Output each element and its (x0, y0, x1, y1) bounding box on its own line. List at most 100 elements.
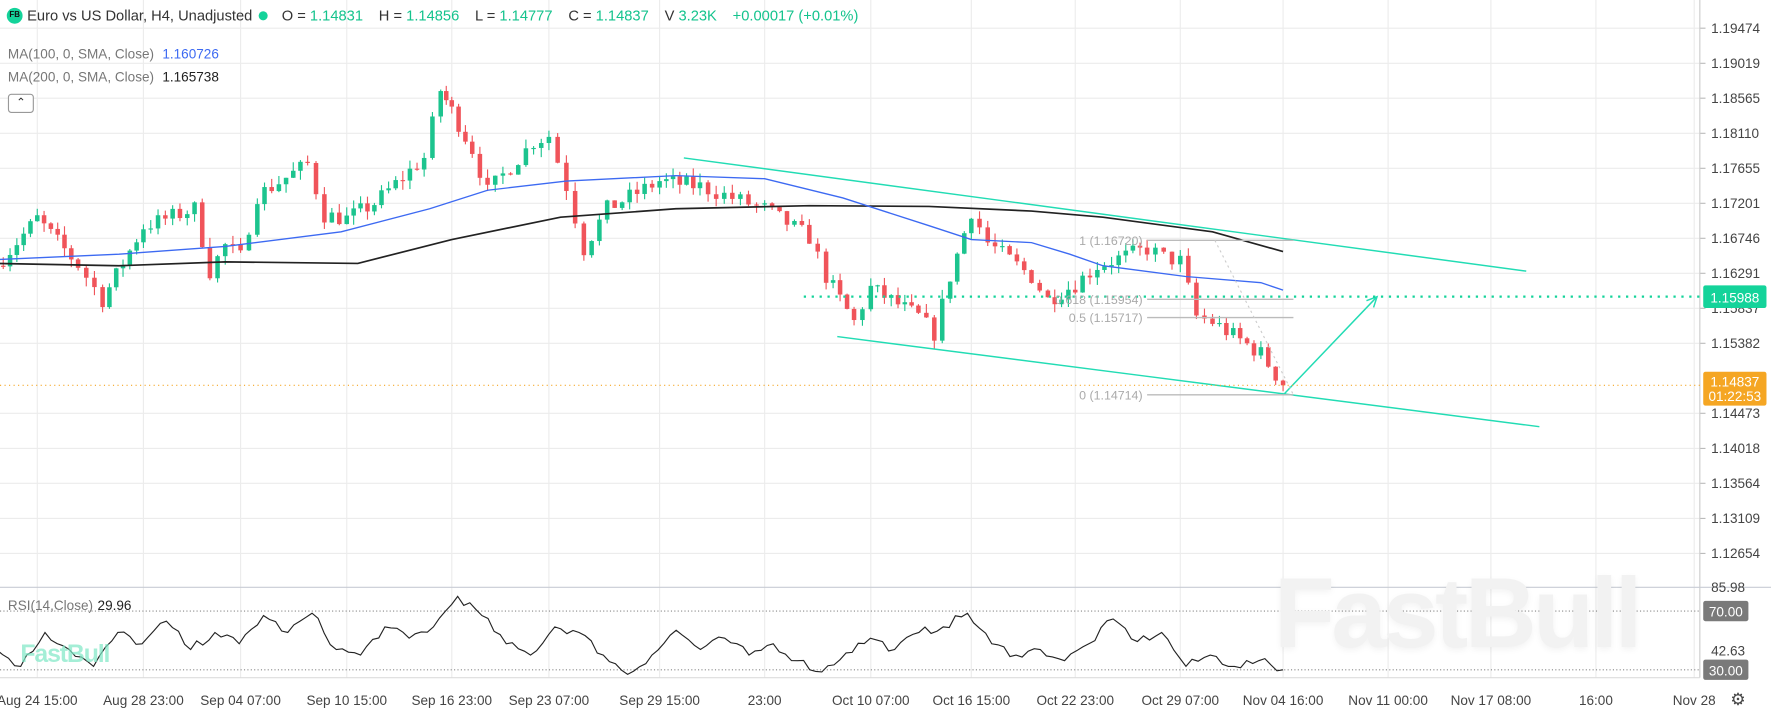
ma100-value: 1.160726 (162, 46, 219, 63)
candle-body (1224, 323, 1229, 336)
candle-body (985, 227, 991, 243)
time-axis-label: Nov 11 00:00 (1348, 693, 1428, 708)
price-axis-label: 1.13109 (1711, 511, 1760, 526)
time-axis-label: Sep 23 07:00 (509, 693, 590, 708)
candle-body (1237, 328, 1243, 339)
candle-body (443, 91, 449, 101)
candle-body (589, 241, 594, 256)
candle-body (954, 253, 960, 282)
candle-body (1217, 323, 1222, 325)
candle-body (393, 180, 398, 189)
candle-body (823, 251, 829, 283)
current-price-badge (1703, 371, 1767, 406)
candle-body (449, 100, 455, 107)
rsi-value: 29.96 (97, 597, 132, 614)
candle-body (515, 165, 521, 175)
candle-body (107, 287, 112, 308)
candle-body (322, 194, 327, 223)
price-axis-label: 1.16291 (1711, 266, 1760, 281)
fib-level-label: 1 (1.16720) (1079, 234, 1142, 248)
candle-body (1059, 299, 1064, 305)
candle-body (860, 309, 865, 321)
candle-body (28, 221, 33, 234)
rsi-line (0, 595, 1284, 675)
candle-body (35, 215, 40, 222)
candle-body (379, 190, 384, 206)
collapse-legend-button[interactable]: ⌃ (7, 93, 34, 113)
rsi-level-label: 70.00 (1709, 605, 1743, 620)
candle-body (612, 200, 617, 208)
candle-body (485, 177, 490, 185)
fib-level-label: 0.618 (1.15954) (1055, 293, 1143, 307)
time-axis-label: Sep 10 15:00 (306, 693, 387, 708)
candle-body (386, 188, 391, 191)
price-axis-label: 1.14473 (1711, 406, 1760, 421)
rsi-level-badge (1703, 600, 1749, 622)
candle-body (851, 308, 857, 321)
time-axis-label: Sep 16 23:00 (411, 693, 492, 708)
price-axis-label: 1.13564 (1711, 476, 1760, 491)
candle-body (1072, 289, 1078, 293)
candle-body (134, 242, 139, 251)
candle-body (1153, 247, 1158, 255)
candle-body (372, 205, 377, 212)
candle-body (1037, 282, 1042, 291)
candle-body (932, 317, 937, 341)
candle-body (746, 194, 751, 205)
candle-body (92, 277, 97, 288)
candle-body (924, 312, 929, 318)
candle-body (0, 265, 6, 267)
candle-body (113, 268, 119, 288)
candle-body (642, 183, 647, 194)
candle-body (538, 143, 544, 148)
gear-icon[interactable]: ⚙ (1730, 690, 1746, 710)
candle-body (337, 212, 342, 225)
price-axis-label: 1.17655 (1711, 161, 1760, 176)
candle-body (713, 194, 719, 199)
candle-body (358, 203, 363, 209)
fib-level-label: 0.5 (1.15717) (1069, 311, 1143, 325)
candle-body (769, 203, 775, 208)
candle-body (1137, 245, 1143, 248)
candle-body (276, 184, 282, 192)
channel-lower-trendline (837, 335, 1540, 428)
ma200-legend[interactable]: MA(200, 0, SMA, Close) 1.165738 (7, 68, 219, 85)
candle-body (939, 298, 945, 341)
candle-body (1087, 275, 1093, 278)
candle-body (365, 203, 370, 212)
price-axis-label: 1.12654 (1711, 546, 1760, 561)
candle-body (69, 248, 74, 260)
candle-body (977, 218, 982, 228)
candle-body (844, 294, 850, 309)
candle-body (469, 141, 475, 154)
candle-body (1123, 250, 1129, 256)
candle-body (41, 215, 47, 224)
candles (0, 85, 1286, 392)
ma100-line (0, 174, 1284, 291)
rsi-legend[interactable]: RSI(14,Close) 29.96 (7, 597, 132, 614)
candle-body (1052, 297, 1057, 305)
candle-body (430, 116, 435, 158)
candle-body (1130, 245, 1136, 251)
chevron-up-icon: ⌃ (16, 97, 26, 110)
ma100-legend[interactable]: MA(100, 0, SMA, Close) 1.160726 (7, 46, 219, 63)
candle-body (313, 162, 319, 195)
candle-body (62, 234, 67, 249)
symbol-title[interactable]: Euro vs US Dollar, H4, Unadjusted (27, 6, 253, 24)
symbol-logo: FB (6, 7, 23, 24)
candle-body (1169, 251, 1175, 265)
candle-body (684, 176, 689, 185)
fib-level-label: 0 (1.14714) (1079, 388, 1142, 402)
candle-body (572, 190, 578, 224)
candle-body (895, 295, 901, 305)
candle-body (456, 106, 461, 132)
candle-body (523, 148, 529, 166)
candle-body (837, 280, 843, 295)
candle-body (738, 194, 743, 199)
candle-body (148, 228, 154, 230)
time-axis-label: Oct 10 07:00 (832, 693, 910, 708)
channel-upper-trendline (683, 157, 1527, 272)
candle-body (305, 161, 310, 163)
candle-body (1021, 261, 1027, 271)
